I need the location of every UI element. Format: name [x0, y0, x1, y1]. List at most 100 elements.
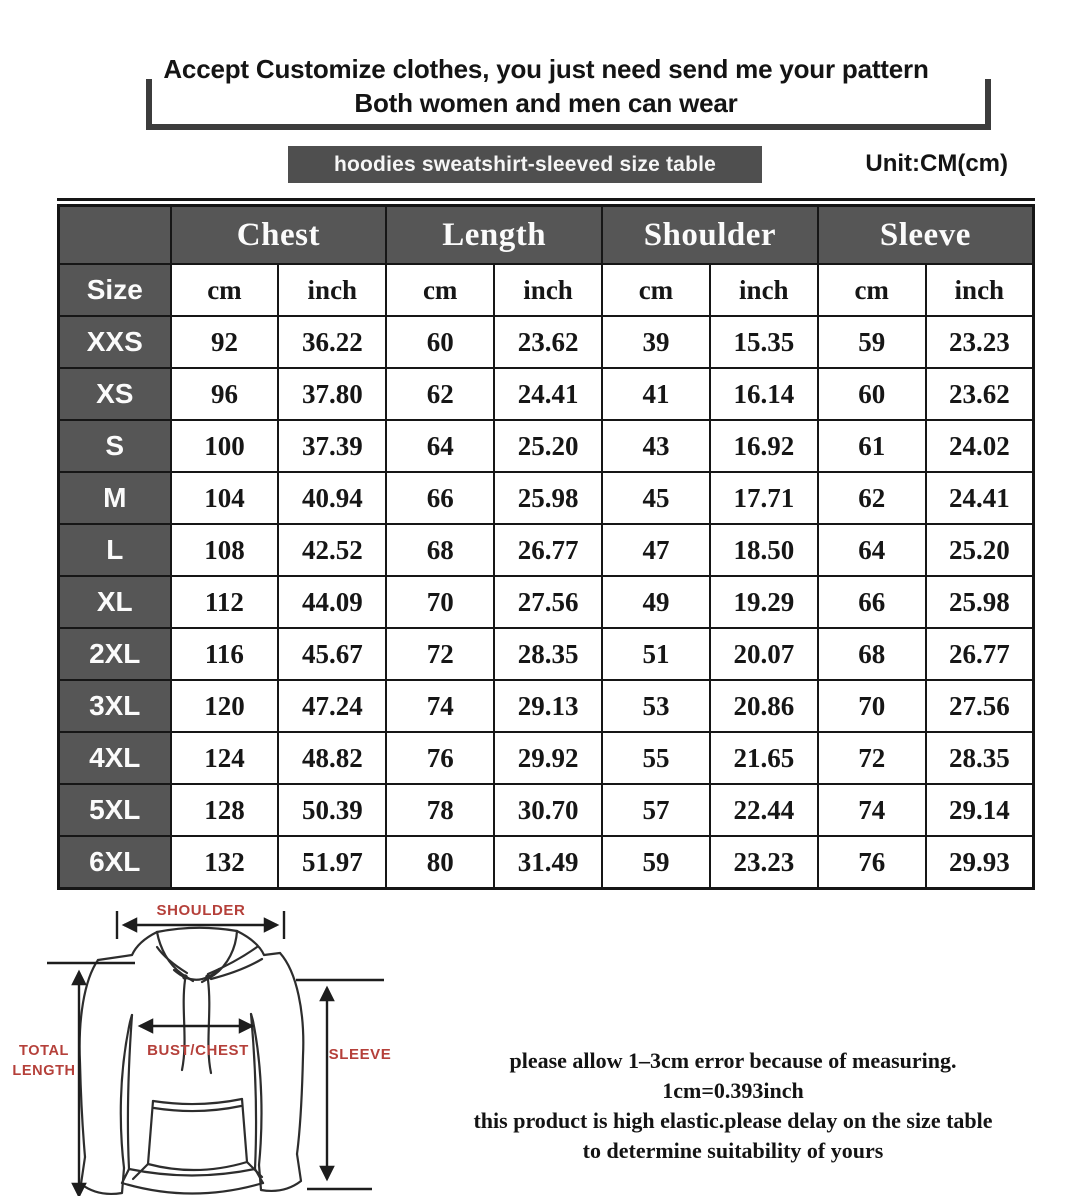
value-cell: 74 — [816, 783, 927, 837]
total-length-label-1: TOTAL — [19, 1043, 69, 1059]
size-row-4xl: 4XL 124 48.82 76 29.92 55 21.65 72 28.35 — [57, 731, 1035, 785]
footnote-line-3: this product is high elastic.please dela… — [473, 1108, 993, 1133]
size-row-2xl: 2XL 116 45.67 72 28.35 51 20.07 68 26.77 — [57, 627, 1035, 681]
size-row-3xl: 3XL 120 47.24 74 29.13 53 20.86 70 27.56 — [57, 679, 1035, 733]
value-cell: 26.77 — [493, 523, 603, 577]
value-cell: 25.20 — [924, 523, 1035, 577]
value-cell: 23.62 — [493, 315, 603, 369]
value-cell: 61 — [816, 419, 927, 473]
size-table: Chest Length Shoulder Sleeve Size cm inc… — [57, 204, 1035, 890]
banner-line-1: Accept Customize clothes, you just need … — [163, 54, 929, 84]
value-cell: 70 — [816, 679, 927, 733]
column-group-sleeve: Sleeve — [816, 204, 1035, 265]
value-cell: 72 — [816, 731, 927, 785]
size-cell: XL — [57, 575, 172, 629]
size-row-s: S 100 37.39 64 25.20 43 16.92 61 24.02 — [57, 419, 1035, 473]
unit-cell: cm — [816, 263, 927, 317]
size-cell: 2XL — [57, 627, 172, 681]
size-cell: 6XL — [57, 835, 172, 890]
value-cell: 27.56 — [924, 679, 1035, 733]
value-cell: 29.14 — [924, 783, 1035, 837]
banner-title: Accept Customize clothes, you just need … — [96, 52, 996, 120]
size-cell: 5XL — [57, 783, 172, 837]
value-cell: 23.23 — [924, 315, 1035, 369]
value-cell: 47 — [601, 523, 711, 577]
value-cell: 29.92 — [493, 731, 603, 785]
size-row-5xl: 5XL 128 50.39 78 30.70 57 22.44 74 29.14 — [57, 783, 1035, 837]
footnote: please allow 1–3cm error because of meas… — [430, 1046, 1084, 1196]
value-cell: 96 — [169, 367, 280, 421]
footnote-line-4: to determine suitability of yours — [582, 1138, 884, 1163]
value-cell: 26.77 — [924, 627, 1035, 681]
value-cell: 21.65 — [708, 731, 819, 785]
value-cell: 48.82 — [277, 731, 388, 785]
value-cell: 17.71 — [708, 471, 819, 525]
value-cell: 39 — [601, 315, 711, 369]
value-cell: 70 — [385, 575, 496, 629]
size-cell: XS — [57, 367, 172, 421]
shoulder-arrow — [115, 911, 286, 939]
value-cell: 20.07 — [708, 627, 819, 681]
value-cell: 128 — [169, 783, 280, 837]
size-row-xs: XS 96 37.80 62 24.41 41 16.14 60 23.62 — [57, 367, 1035, 421]
size-cell: XXS — [57, 315, 172, 369]
unit-cell: inch — [277, 263, 388, 317]
value-cell: 62 — [385, 367, 496, 421]
value-cell: 132 — [169, 835, 280, 890]
value-cell: 18.50 — [708, 523, 819, 577]
sleeve-arrow — [296, 978, 384, 1191]
hoodie-outline — [78, 926, 305, 1196]
value-cell: 104 — [169, 471, 280, 525]
value-cell: 120 — [169, 679, 280, 733]
corner-cell — [57, 204, 172, 265]
value-cell: 29.93 — [924, 835, 1035, 890]
size-cell: 3XL — [57, 679, 172, 733]
value-cell: 108 — [169, 523, 280, 577]
size-row-6xl: 6XL 132 51.97 80 31.49 59 23.23 76 29.93 — [57, 835, 1035, 890]
value-cell: 50.39 — [277, 783, 388, 837]
value-cell: 60 — [385, 315, 496, 369]
value-cell: 51.97 — [277, 835, 388, 890]
value-cell: 43 — [601, 419, 711, 473]
value-cell: 31.49 — [493, 835, 603, 890]
value-cell: 44.09 — [277, 575, 388, 629]
unit-cell: inch — [924, 263, 1035, 317]
size-row-xxs: XXS 92 36.22 60 23.62 39 15.35 59 23.23 — [57, 315, 1035, 369]
value-cell: 55 — [601, 731, 711, 785]
value-cell: 28.35 — [493, 627, 603, 681]
value-cell: 40.94 — [277, 471, 388, 525]
footnote-line-2: 1cm=0.393inch — [662, 1078, 804, 1103]
value-cell: 68 — [385, 523, 496, 577]
banner-frame — [146, 79, 991, 130]
table-title-bar: hoodies sweatshirt-sleeved size table — [288, 146, 762, 183]
value-cell: 42.52 — [277, 523, 388, 577]
value-cell: 25.98 — [493, 471, 603, 525]
value-cell: 16.14 — [708, 367, 819, 421]
value-cell: 72 — [385, 627, 496, 681]
bottom-section: SHOULDER TOTAL LENGTH BUST/CHEST SLEEVE … — [0, 898, 1084, 1196]
value-cell: 53 — [601, 679, 711, 733]
value-cell: 112 — [169, 575, 280, 629]
value-cell: 100 — [169, 419, 280, 473]
hoodie-measure-diagram: SHOULDER TOTAL LENGTH BUST/CHEST SLEEVE — [12, 902, 392, 1196]
sleeve-label: SLEEVE — [329, 1046, 392, 1063]
value-cell: 76 — [816, 835, 927, 890]
value-cell: 62 — [816, 471, 927, 525]
value-cell: 45 — [601, 471, 711, 525]
value-cell: 51 — [601, 627, 711, 681]
value-cell: 24.41 — [493, 367, 603, 421]
value-cell: 80 — [385, 835, 496, 890]
value-cell: 24.41 — [924, 471, 1035, 525]
unit-label: Unit:CM(cm) — [865, 150, 1008, 177]
size-row-xl: XL 112 44.09 70 27.56 49 19.29 66 25.98 — [57, 575, 1035, 629]
column-group-chest: Chest — [169, 204, 388, 265]
size-cell: 4XL — [57, 731, 172, 785]
size-cell: L — [57, 523, 172, 577]
value-cell: 92 — [169, 315, 280, 369]
subheader: hoodies sweatshirt-sleeved size table Un… — [0, 144, 1084, 184]
value-cell: 16.92 — [708, 419, 819, 473]
banner: Accept Customize clothes, you just need … — [0, 0, 1084, 134]
value-cell: 22.44 — [708, 783, 819, 837]
value-cell: 76 — [385, 731, 496, 785]
value-cell: 68 — [816, 627, 927, 681]
